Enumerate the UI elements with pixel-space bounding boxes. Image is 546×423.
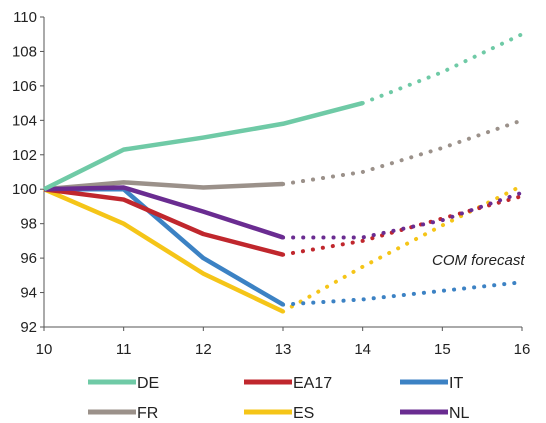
y-tick-label: 102 [12,147,37,164]
series-line-de [42,100,364,192]
forecast-annotation: COM forecast [432,252,525,269]
series-line-nl [43,185,284,240]
series-forecast-es [281,183,524,314]
legend-item-nl: NL [400,405,470,422]
y-tick-label: 92 [20,319,37,336]
legend-item-fr: FR [88,405,158,422]
legend-item-de: DE [88,375,159,392]
axes [43,17,522,328]
x-tick-label: 11 [116,341,132,358]
series-forecast-nl [281,190,524,240]
y-tick-label: 96 [20,250,37,267]
y-tick-label: 110 [13,9,37,26]
series-line-es [43,187,284,314]
series-forecast-fr [281,118,524,187]
x-tick-label: 13 [275,341,292,358]
x-tick-label: 10 [36,341,53,358]
series-line-ea17 [43,186,284,257]
legend-label: IT [449,375,463,392]
y-tick-label: 106 [12,78,37,95]
x-tick-label: 15 [434,341,451,358]
x-tick-label: 16 [514,341,531,358]
legend-item-it: IT [400,375,463,392]
y-tick-label: 94 [20,285,37,302]
series-forecast-it [281,280,524,307]
legend-item-es: ES [244,405,314,422]
legend-label: EA17 [293,375,332,392]
x-tick-label: 12 [195,341,212,358]
legend-label: NL [449,405,470,422]
series-lines [42,32,524,314]
legend-label: ES [293,405,314,422]
series-line-fr [43,180,284,192]
series-forecast-ea17 [281,194,524,257]
legend: DE EA17 IT FR ES NL [88,375,470,422]
y-tick-label: 98 [20,216,37,233]
tick-labels: 92 94 96 98 100 102 104 106 108 110 10 11 12 13 14 15 16 [12,9,530,358]
series-forecast-de [360,32,524,106]
legend-item-ea17: EA17 [244,375,332,392]
legend-label: DE [137,375,159,392]
x-tick-label: 14 [354,341,371,358]
y-tick-label: 108 [12,43,37,60]
y-tick-label: 100 [12,181,37,198]
y-tick-label: 104 [12,112,37,129]
legend-label: FR [137,405,158,422]
